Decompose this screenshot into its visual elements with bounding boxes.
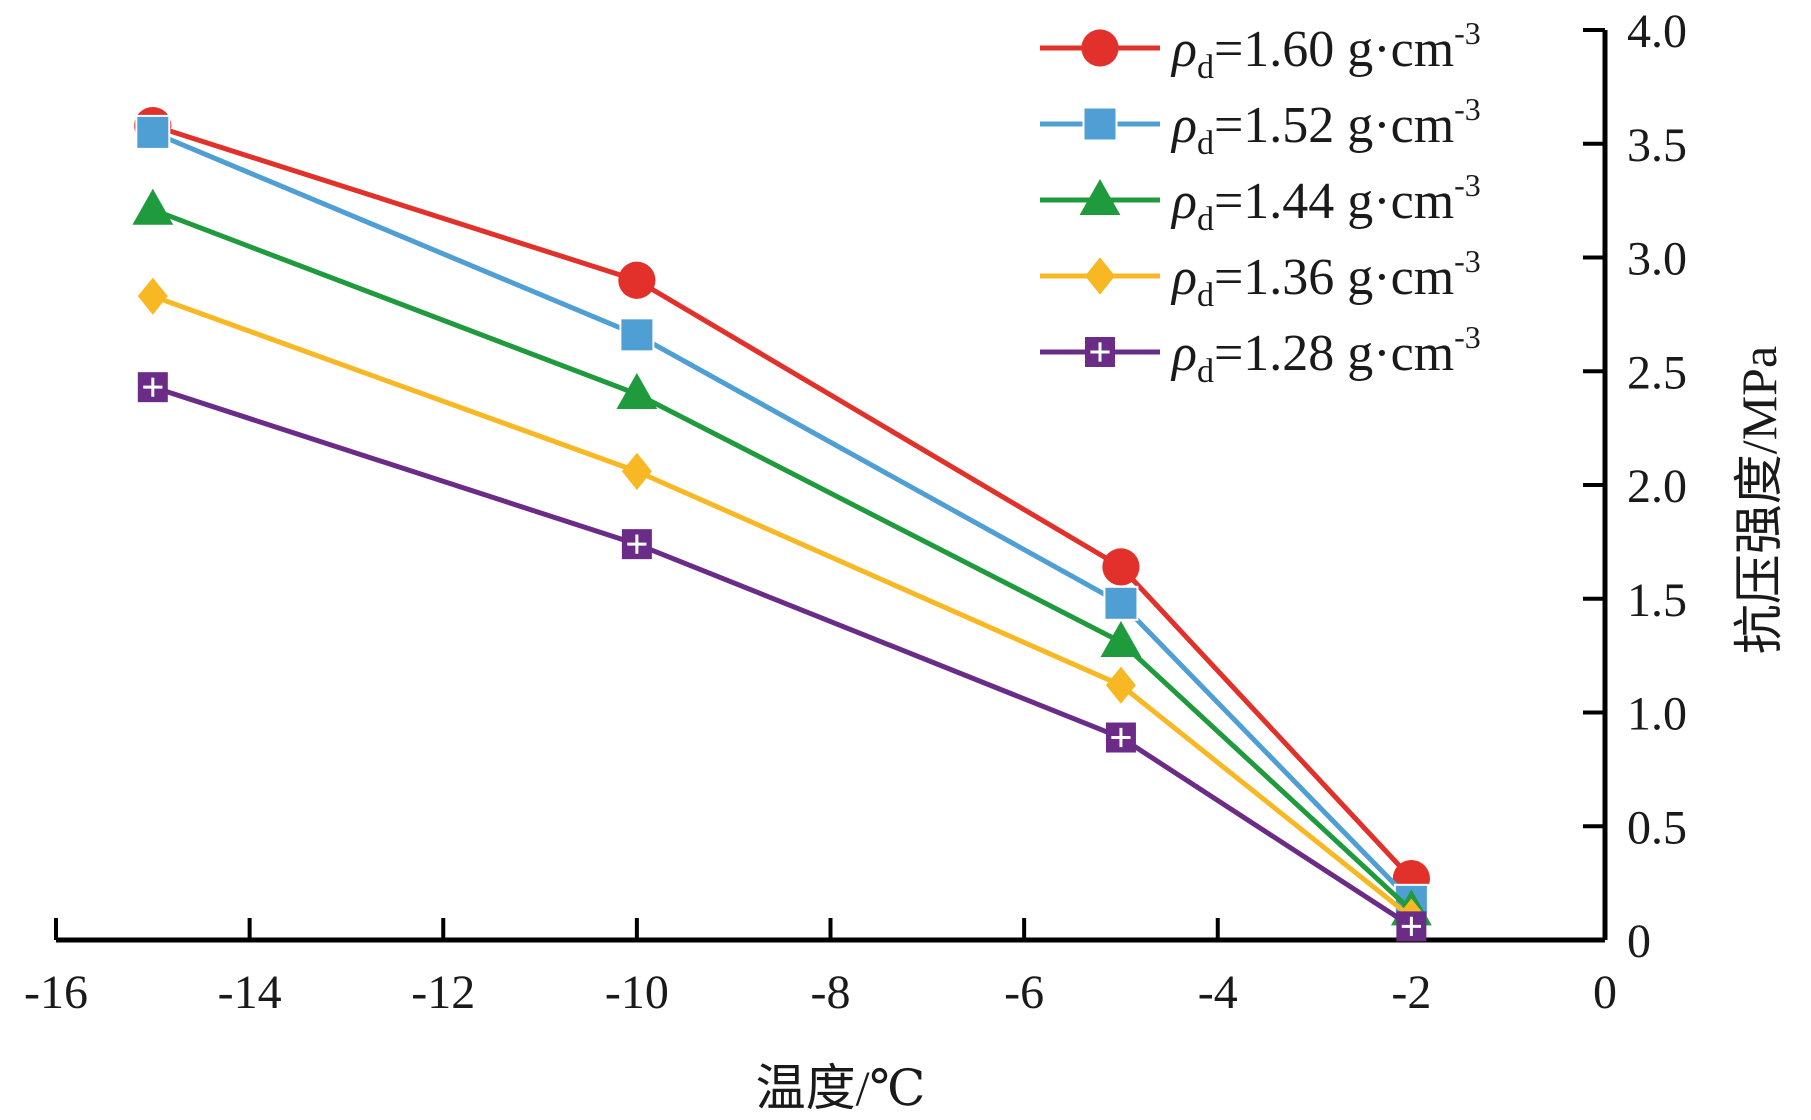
- series-line: [151, 293, 1413, 920]
- legend-value: =1.60 g·cm: [1214, 21, 1454, 78]
- legend-label: ρd=1.52 g·cm-3: [1170, 91, 1481, 162]
- x-tick-label: -4: [1198, 966, 1238, 1019]
- x-tick-label: 0: [1593, 966, 1617, 1019]
- data-point: [132, 188, 174, 225]
- legend-subscript: d: [1197, 353, 1214, 390]
- y-tick-label: 4.0: [1627, 5, 1687, 58]
- series-2: [135, 114, 1429, 919]
- x-tick-label: -6: [1004, 966, 1044, 1019]
- y-axis-title: 抗压强度/MPa: [1731, 346, 1787, 654]
- y-axis-ticks: 0 0.5 1.0 1.5 2.0 2.5 3.0 3.5 4.0: [1583, 5, 1687, 968]
- legend-value: =1.36 g·cm: [1214, 249, 1454, 306]
- data-point: [621, 529, 652, 560]
- legend-superscript: -3: [1454, 15, 1481, 51]
- y-tick-label: 0.5: [1627, 801, 1687, 854]
- y-tick-label: 2.5: [1627, 346, 1687, 399]
- legend-marker: [1085, 337, 1115, 367]
- x-tick-label: -14: [218, 966, 282, 1019]
- data-point: [621, 452, 652, 490]
- x-tick-label: -8: [811, 966, 851, 1019]
- x-tick-label: -2: [1391, 966, 1431, 1019]
- legend-superscript: -3: [1454, 167, 1481, 203]
- legend-subscript: d: [1197, 277, 1214, 314]
- data-point: [616, 373, 658, 409]
- data-point: [1396, 911, 1427, 942]
- legend-subscript: d: [1197, 49, 1214, 86]
- series-layer: [132, 106, 1432, 942]
- data-point: [137, 277, 168, 315]
- legend-superscript: -3: [1454, 91, 1481, 127]
- legend-item: ρd=1.52 g·cm-3: [1040, 91, 1481, 162]
- legend-superscript: -3: [1454, 243, 1481, 279]
- legend-superscript: -3: [1454, 319, 1481, 355]
- data-point: [135, 114, 171, 150]
- legend-marker: [1085, 257, 1115, 295]
- x-tick-label: -10: [605, 966, 669, 1019]
- legend-label: ρd=1.44 g·cm-3: [1170, 167, 1481, 238]
- y-tick-label: 3.5: [1627, 119, 1687, 172]
- legend-symbol: ρ: [1170, 249, 1197, 306]
- y-tick-label: 3.0: [1627, 233, 1687, 286]
- legend-label: ρd=1.60 g·cm-3: [1170, 15, 1481, 86]
- y-tick-label: 1.5: [1627, 574, 1687, 627]
- x-axis-title: 温度/℃: [756, 1060, 926, 1116]
- legend: ρd=1.60 g·cm-3ρd=1.52 g·cm-3ρd=1.44 g·cm…: [1040, 15, 1481, 390]
- series-line: [152, 384, 1413, 929]
- legend-subscript: d: [1197, 201, 1214, 238]
- data-point: [1105, 666, 1136, 704]
- data-point: [619, 317, 655, 353]
- legend-symbol: ρ: [1170, 97, 1197, 154]
- x-tick-label: -12: [411, 966, 475, 1019]
- legend-subscript: d: [1197, 125, 1214, 162]
- data-point: [1100, 620, 1142, 657]
- x-tick-label: -16: [24, 966, 88, 1019]
- series-line: [151, 207, 1414, 913]
- legend-symbol: ρ: [1170, 325, 1197, 382]
- series-5: [137, 372, 1427, 942]
- data-point: [618, 261, 656, 299]
- series-line: [151, 130, 1414, 904]
- legend-symbol: ρ: [1170, 173, 1197, 230]
- legend-value: =1.28 g·cm: [1214, 325, 1454, 382]
- x-axis-ticks: -16 -14 -12 -10 -8 -6 -4 -2 0: [24, 918, 1617, 1019]
- series-line: [152, 123, 1414, 881]
- legend-marker: [1082, 106, 1118, 142]
- legend-value: =1.52 g·cm: [1214, 97, 1454, 154]
- legend-label: ρd=1.28 g·cm-3: [1170, 319, 1481, 390]
- legend-item: ρd=1.44 g·cm-3: [1040, 167, 1481, 238]
- legend-value: =1.44 g·cm: [1214, 173, 1454, 230]
- data-point: [1103, 585, 1139, 621]
- legend-item: ρd=1.28 g·cm-3: [1040, 319, 1481, 390]
- legend-symbol: ρ: [1170, 21, 1197, 78]
- series-4: [137, 277, 1427, 936]
- legend-label: ρd=1.36 g·cm-3: [1170, 243, 1481, 314]
- legend-marker: [1079, 179, 1121, 215]
- y-tick-label: 1.0: [1627, 688, 1687, 741]
- y-tick-label: 2.0: [1627, 460, 1687, 513]
- y-tick-label: 0: [1627, 915, 1651, 968]
- data-point: [137, 372, 168, 403]
- legend-marker: [1081, 29, 1119, 67]
- legend-item: ρd=1.36 g·cm-3: [1040, 243, 1481, 314]
- data-point: [1105, 722, 1136, 753]
- data-point: [1102, 548, 1140, 586]
- legend-item: ρd=1.60 g·cm-3: [1040, 15, 1481, 86]
